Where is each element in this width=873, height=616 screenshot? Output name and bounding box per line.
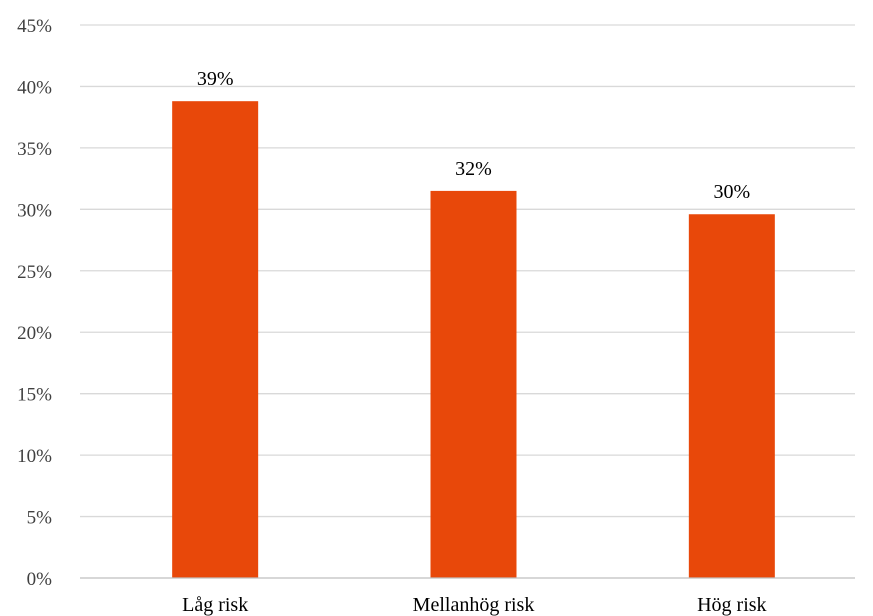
y-tick-label: 30% bbox=[17, 200, 52, 221]
y-tick-label: 25% bbox=[17, 262, 52, 283]
y-tick-label: 15% bbox=[17, 385, 52, 406]
y-tick-label: 10% bbox=[17, 446, 52, 467]
bar bbox=[430, 190, 517, 578]
bar bbox=[172, 101, 259, 579]
y-tick-label: 35% bbox=[17, 139, 52, 160]
category-label: Hög risk bbox=[697, 594, 766, 616]
y-tick-label: 5% bbox=[27, 508, 53, 529]
category-label: Låg risk bbox=[182, 594, 248, 616]
bars bbox=[172, 101, 775, 579]
category-label: Mellanhög risk bbox=[413, 594, 535, 616]
bar bbox=[688, 214, 775, 578]
x-axis-category-labels: Låg risk Mellanhög risk Hög risk bbox=[182, 594, 766, 616]
y-tick-label: 0% bbox=[27, 569, 53, 590]
y-tick-label: 20% bbox=[17, 323, 52, 344]
data-label: 30% bbox=[713, 181, 750, 203]
data-label: 39% bbox=[197, 68, 234, 90]
data-labels: 39% 32% 30% bbox=[197, 68, 750, 203]
y-tick-label: 40% bbox=[17, 77, 52, 98]
data-label: 32% bbox=[455, 158, 492, 180]
y-axis-tick-labels: 0% 5% 10% 15% 20% 25% 30% 35% 40% 45% bbox=[17, 16, 52, 590]
y-tick-label: 45% bbox=[17, 16, 52, 37]
